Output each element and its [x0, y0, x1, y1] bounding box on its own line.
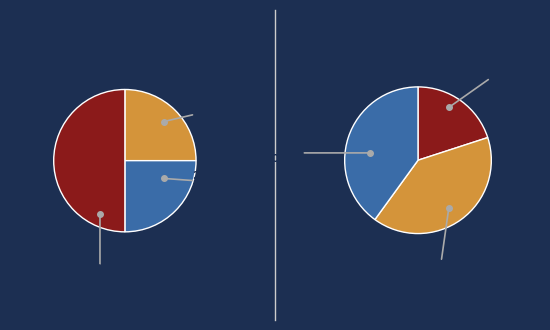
- Text: © Michael Kitces, www.kitces.com: © Michael Kitces, www.kitces.com: [403, 313, 534, 322]
- Wedge shape: [125, 161, 196, 232]
- Text: 40%
BONDS: 40% BONDS: [263, 142, 370, 164]
- Wedge shape: [418, 87, 488, 160]
- Text: 50%
SOCIAL SECURITY/
BOND ASSET: 50% SOCIAL SECURITY/ BOND ASSET: [46, 214, 153, 297]
- Wedge shape: [345, 87, 418, 219]
- Text: 25%
STOCKS: 25% STOCKS: [164, 99, 239, 121]
- Text: HOUSEHOLD ASSET
ALLOCATION AT AGE 86: HOUSEHOLD ASSET ALLOCATION AT AGE 86: [333, 16, 497, 45]
- Wedge shape: [125, 89, 196, 161]
- Wedge shape: [375, 138, 491, 234]
- Text: 25%
BONDS: 25% BONDS: [164, 171, 234, 193]
- Text: 20%
SOCIAL SECURITY/
BOND ASSET: 20% SOCIAL SECURITY/ BOND ASSET: [449, 47, 550, 108]
- Wedge shape: [54, 89, 125, 232]
- Text: 40%
STOCKS: 40% STOCKS: [417, 208, 463, 281]
- Text: HOUSEHOLD ASSET
ALLOCATION AT AGE 66: HOUSEHOLD ASSET ALLOCATION AT AGE 66: [61, 16, 225, 45]
